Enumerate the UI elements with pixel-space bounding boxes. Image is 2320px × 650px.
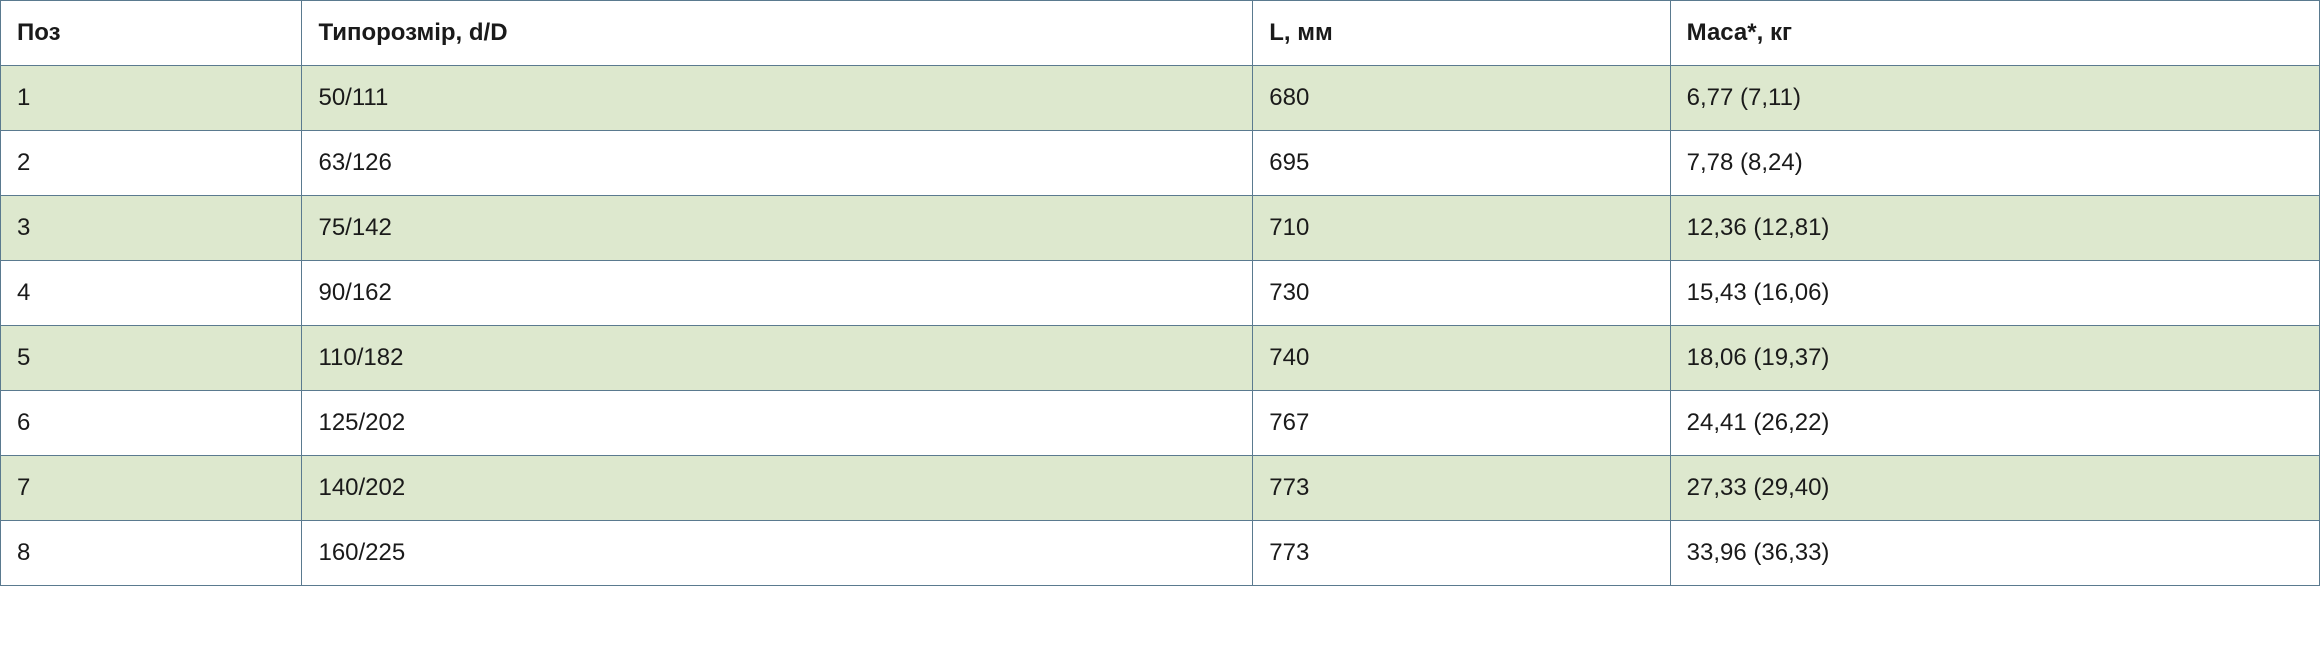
cell-length: 710 xyxy=(1253,196,1670,261)
cell-mass: 24,41 (26,22) xyxy=(1670,391,2319,456)
table-row: 2 63/126 695 7,78 (8,24) xyxy=(1,131,2320,196)
cell-mass: 33,96 (36,33) xyxy=(1670,521,2319,586)
cell-size: 90/162 xyxy=(302,261,1253,326)
header-pos: Поз xyxy=(1,1,302,66)
cell-mass: 6,77 (7,11) xyxy=(1670,66,2319,131)
cell-length: 740 xyxy=(1253,326,1670,391)
header-length: L, мм xyxy=(1253,1,1670,66)
cell-pos: 3 xyxy=(1,196,302,261)
cell-pos: 6 xyxy=(1,391,302,456)
cell-pos: 8 xyxy=(1,521,302,586)
cell-length: 695 xyxy=(1253,131,1670,196)
table-header-row: Поз Типорозмір, d/D L, мм Маса*, кг xyxy=(1,1,2320,66)
cell-length: 773 xyxy=(1253,521,1670,586)
cell-size: 140/202 xyxy=(302,456,1253,521)
cell-mass: 12,36 (12,81) xyxy=(1670,196,2319,261)
table-row: 1 50/111 680 6,77 (7,11) xyxy=(1,66,2320,131)
cell-mass: 27,33 (29,40) xyxy=(1670,456,2319,521)
cell-length: 730 xyxy=(1253,261,1670,326)
table-row: 7 140/202 773 27,33 (29,40) xyxy=(1,456,2320,521)
cell-pos: 2 xyxy=(1,131,302,196)
table-row: 6 125/202 767 24,41 (26,22) xyxy=(1,391,2320,456)
table-row: 4 90/162 730 15,43 (16,06) xyxy=(1,261,2320,326)
cell-mass: 7,78 (8,24) xyxy=(1670,131,2319,196)
cell-length: 773 xyxy=(1253,456,1670,521)
cell-mass: 18,06 (19,37) xyxy=(1670,326,2319,391)
cell-size: 110/182 xyxy=(302,326,1253,391)
cell-pos: 5 xyxy=(1,326,302,391)
cell-size: 125/202 xyxy=(302,391,1253,456)
header-mass: Маса*, кг xyxy=(1670,1,2319,66)
cell-size: 160/225 xyxy=(302,521,1253,586)
cell-pos: 7 xyxy=(1,456,302,521)
table-row: 5 110/182 740 18,06 (19,37) xyxy=(1,326,2320,391)
cell-length: 767 xyxy=(1253,391,1670,456)
cell-pos: 4 xyxy=(1,261,302,326)
cell-pos: 1 xyxy=(1,66,302,131)
spec-table: Поз Типорозмір, d/D L, мм Маса*, кг 1 50… xyxy=(0,0,2320,586)
cell-size: 50/111 xyxy=(302,66,1253,131)
cell-size: 75/142 xyxy=(302,196,1253,261)
cell-size: 63/126 xyxy=(302,131,1253,196)
cell-length: 680 xyxy=(1253,66,1670,131)
table-row: 8 160/225 773 33,96 (36,33) xyxy=(1,521,2320,586)
table-row: 3 75/142 710 12,36 (12,81) xyxy=(1,196,2320,261)
cell-mass: 15,43 (16,06) xyxy=(1670,261,2319,326)
header-size: Типорозмір, d/D xyxy=(302,1,1253,66)
